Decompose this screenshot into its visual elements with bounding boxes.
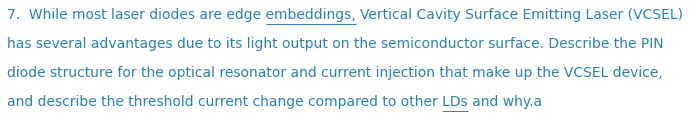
Text: and describe the threshold current change compared to other LDs and why.a: and describe the threshold current chang… [7, 95, 542, 109]
Text: has several advantages due to its light output on the semiconductor surface. Des: has several advantages due to its light … [7, 37, 664, 51]
Text: 7.  While most laser diodes are edge embeddings, Vertical Cavity Surface Emittin: 7. While most laser diodes are edge embe… [7, 8, 683, 22]
Text: diode structure for the optical resonator and current injection that make up the: diode structure for the optical resonato… [7, 66, 663, 80]
